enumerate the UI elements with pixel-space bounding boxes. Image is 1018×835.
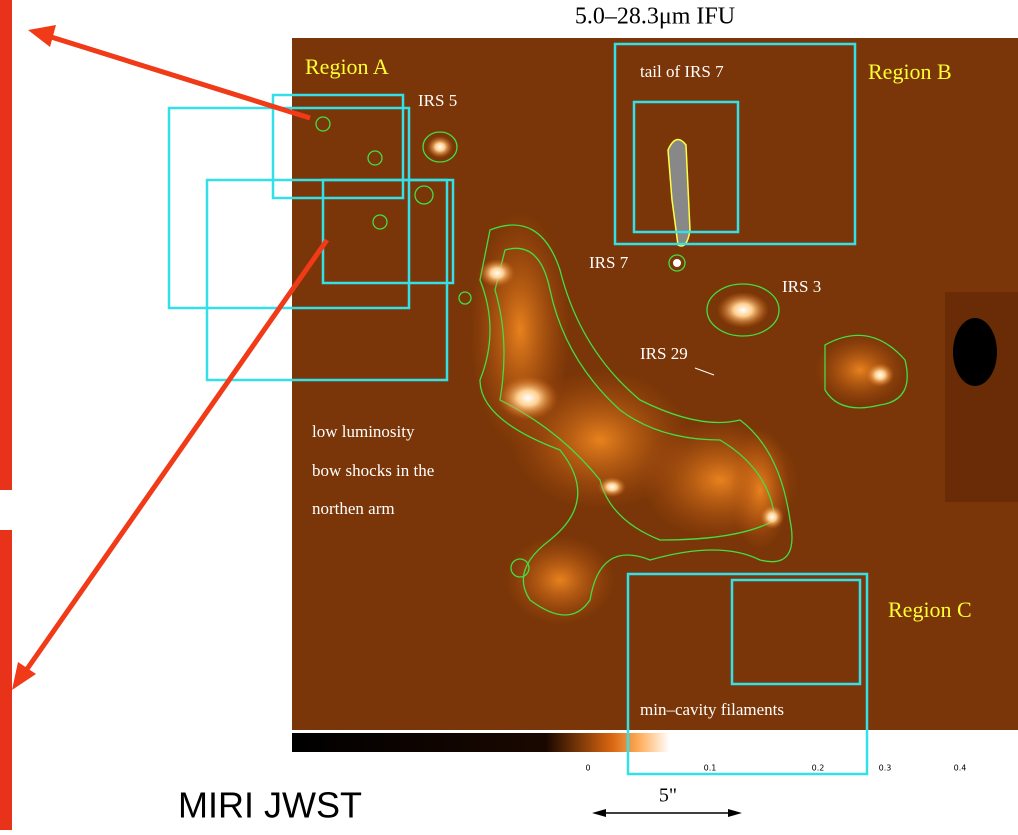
side-bar	[0, 0, 12, 490]
colorbar-tick: 0	[585, 764, 590, 773]
annotation: min–cavity filaments	[640, 700, 784, 719]
colorbar	[292, 733, 1018, 752]
source-label: IRS 5	[418, 91, 457, 110]
colorbar-tick: 0.4	[954, 764, 967, 773]
scale-bar	[592, 809, 742, 817]
scale-label: 5"	[659, 785, 677, 807]
region-label: Region C	[888, 597, 972, 622]
source-label: IRS 7	[589, 253, 629, 272]
colorbar-tick: 0.1	[704, 764, 717, 773]
region-label: Region B	[868, 59, 952, 84]
annotation: low luminosity	[312, 422, 415, 441]
colorbar-tick: 0.2	[812, 764, 825, 773]
ifu-image	[292, 38, 1018, 733]
colorbar-tick: 0.3	[879, 764, 892, 773]
figure: 5.0–28.3μm IFU 0 0.1 0.2 0.3 0.4 Region …	[0, 0, 1018, 830]
source-label: IRS 29	[640, 344, 688, 363]
region-label: Region A	[305, 54, 389, 79]
title: 5.0–28.3μm IFU	[575, 4, 735, 30]
annotation: bow shocks in the	[312, 461, 434, 480]
annotation: northen arm	[312, 499, 395, 518]
source-label: IRS 3	[782, 277, 821, 296]
caption: MIRI JWST	[178, 785, 362, 826]
side-bar	[0, 530, 12, 830]
annotation: tail of IRS 7	[640, 62, 724, 81]
